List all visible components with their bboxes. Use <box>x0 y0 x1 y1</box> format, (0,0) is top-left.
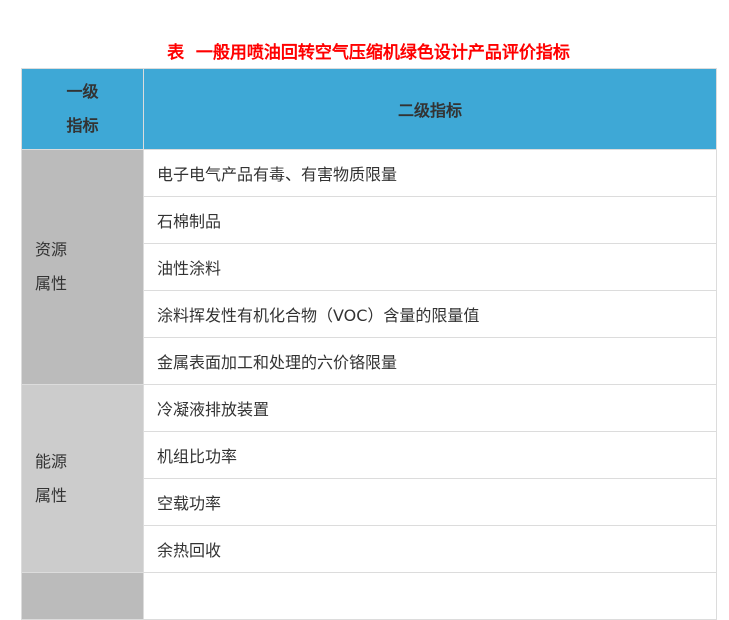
table-row: 石棉制品 <box>22 196 717 244</box>
category-line: 资源 <box>35 240 68 259</box>
index-item: 冷凝液排放装置 <box>143 384 717 432</box>
index-item: 电子电气产品有毒、有害物质限量 <box>143 149 717 197</box>
category-line: 属性 <box>35 274 68 293</box>
index-item: 石棉制品 <box>143 196 717 244</box>
index-item: 金属表面加工和处理的六价铬限量 <box>143 337 717 385</box>
table-title: 表 一般用喷油回转空气压缩机绿色设计产品评价指标 <box>167 43 570 63</box>
table-header-row: 一级指标 二级指标 <box>21 68 717 150</box>
table-row: 机组比功率 <box>22 431 717 479</box>
header-line: 一级 <box>66 82 99 101</box>
table-row: 能源属性 冷凝液排放装置 <box>21 384 717 573</box>
table-row: 余热回收 <box>22 525 717 573</box>
index-item: 涂料挥发性有机化合物（VOC）含量的限量值 <box>143 290 717 338</box>
index-item: 油性涂料 <box>143 243 717 291</box>
index-item-partial <box>143 572 717 620</box>
header-first-level-index: 一级 指标 <box>21 68 144 150</box>
category-resource-attribute: 资源 属性 <box>21 149 144 385</box>
category-next-partial <box>21 572 144 620</box>
category-line: 属性 <box>35 485 68 505</box>
table-row-partial <box>21 572 717 620</box>
table-row: 金属表面加工和处理的六价铬限量 <box>22 337 717 385</box>
header-line: 指标 <box>66 116 99 135</box>
index-item: 余热回收 <box>143 525 717 573</box>
evaluation-index-table: 一级指标 二级指标 资源属性 电子电气产品有毒、有害物质限量 石棉制品 油性涂料… <box>21 68 717 620</box>
header-second-level-index: 二级指标 <box>143 68 717 150</box>
category-energy-attribute: 能源 属性 <box>21 384 144 573</box>
index-item: 空载功率 <box>143 478 717 526</box>
index-item: 机组比功率 <box>143 431 717 479</box>
category-line: 能源 <box>35 451 68 471</box>
table-row: 空载功率 <box>22 478 717 526</box>
table-row: 资源属性 电子电气产品有毒、有害物质限量 <box>21 149 717 385</box>
table-row: 油性涂料 <box>22 243 717 291</box>
